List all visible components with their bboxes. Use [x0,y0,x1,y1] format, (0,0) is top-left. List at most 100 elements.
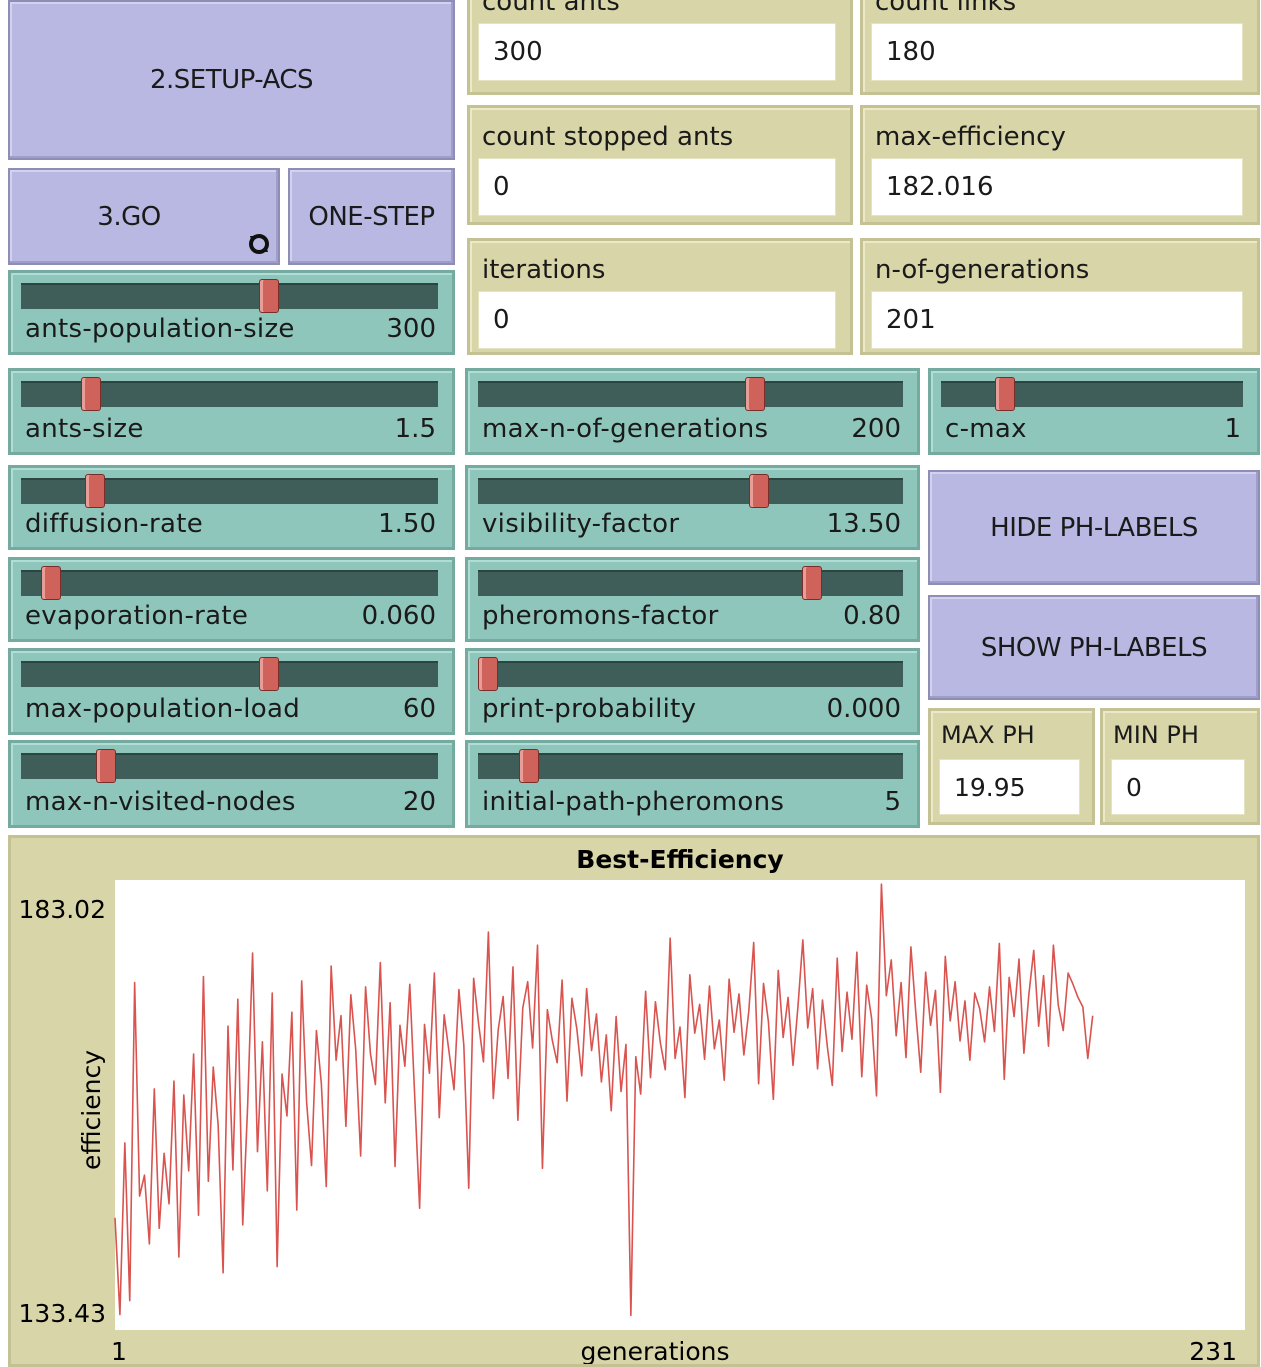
monitor-value: 180 [871,23,1243,81]
x-tick-label: 231 [1189,1337,1237,1364]
slider[interactable]: evaporation-rate 0.060 [8,557,455,642]
monitor-label: n-of-generations [875,255,1089,285]
slider-handle[interactable] [802,566,822,600]
slider-track[interactable] [21,478,438,504]
x-tick-label: 1 [111,1337,127,1364]
button[interactable]: 3.GO [8,168,280,265]
slider-track[interactable] [941,381,1243,407]
netlogo-interface: (() => { const data = JSON.parse(documen… [0,0,1261,1367]
plot: Best-Efficiency generations efficiency 133.… [8,835,1260,1367]
button[interactable]: 2.SETUP-ACS [8,0,455,160]
monitor: n-of-generations 201 [860,238,1260,355]
slider-value: 300 [386,314,436,344]
monitor: MAX PH 19.95 [928,708,1095,825]
monitor-label: count links [875,0,1016,17]
slider-value: 13.50 [827,509,901,539]
slider-track[interactable] [478,661,903,687]
monitor-value: 182.016 [871,158,1243,216]
slider-track[interactable] [478,478,903,504]
y-tick-label: 183.02 [19,895,106,924]
forever-icon [248,233,270,255]
button[interactable]: ONE-STEP [288,168,455,265]
slider[interactable]: diffusion-rate 1.50 [8,465,455,550]
slider[interactable]: visibility-factor 13.50 [465,465,920,550]
slider-label: print-probability [482,694,696,724]
slider[interactable]: pheromons-factor 0.80 [465,557,920,642]
slider-handle[interactable] [96,749,116,783]
slider-handle[interactable] [749,474,769,508]
slider-track[interactable] [21,381,438,407]
y-axis-label: efficiency [77,1050,106,1170]
monitor-label: max-efficiency [875,122,1066,152]
slider-value: 60 [403,694,436,724]
slider-value: 0.80 [843,601,901,631]
monitor-value: 0 [478,291,836,349]
slider-value: 0.000 [827,694,901,724]
slider-value: 1.50 [378,509,436,539]
slider-track[interactable] [21,661,438,687]
monitor-value: 201 [871,291,1243,349]
slider-label: diffusion-rate [25,509,203,539]
slider[interactable]: max-population-load 60 [8,648,455,735]
x-axis-label: generations [581,1337,730,1364]
monitor-value: 0 [478,158,836,216]
slider-label: c-max [945,414,1027,444]
slider[interactable]: print-probability 0.000 [465,648,920,735]
slider-track[interactable] [21,753,438,779]
slider-handle[interactable] [81,377,101,411]
plot-title: Best-Efficiency [576,845,783,874]
monitor-label: MAX PH [941,721,1035,749]
button-label: 2.SETUP-ACS [150,65,313,95]
slider[interactable]: ants-population-size 300 [8,270,455,355]
slider[interactable]: c-max 1 [928,368,1260,455]
slider-track[interactable] [21,283,438,309]
plot-area [115,880,1245,1330]
slider-label: max-n-of-generations [482,414,768,444]
button-label: 3.GO [97,202,160,232]
y-tick-label: 133.43 [19,1299,106,1328]
monitor: count links 180 [860,0,1260,95]
slider-label: ants-population-size [25,314,295,344]
monitor-label: count ants [482,0,620,17]
monitor: max-efficiency 182.016 [860,105,1260,225]
slider-label: max-population-load [25,694,300,724]
slider-handle[interactable] [745,377,765,411]
button[interactable]: HIDE PH-LABELS [928,470,1260,585]
slider-handle[interactable] [85,474,105,508]
slider-value: 0.060 [362,601,436,631]
monitor-value: 0 [1111,759,1245,815]
slider-value: 5 [884,787,901,817]
slider-track[interactable] [478,381,903,407]
slider-label: pheromons-factor [482,601,719,631]
slider-value: 20 [403,787,436,817]
plot-canvas: Best-Efficiency generations efficiency 133.… [11,838,1257,1364]
monitor: iterations 0 [467,238,853,355]
slider-handle[interactable] [519,749,539,783]
monitor: count ants 300 [467,0,853,95]
slider-handle[interactable] [259,657,279,691]
monitor-label: iterations [482,255,605,285]
slider-track[interactable] [478,570,903,596]
slider-value: 200 [851,414,901,444]
button-label: HIDE PH-LABELS [990,513,1198,543]
button[interactable]: SHOW PH-LABELS [928,595,1260,700]
slider-handle[interactable] [41,566,61,600]
slider-handle[interactable] [995,377,1015,411]
monitor-value: 19.95 [939,759,1080,815]
slider-handle[interactable] [478,657,498,691]
button-label: ONE-STEP [308,202,434,232]
slider-track[interactable] [21,570,438,596]
slider[interactable]: max-n-of-generations 200 [465,368,920,455]
slider-label: visibility-factor [482,509,679,539]
slider-label: evaporation-rate [25,601,248,631]
monitor-label: count stopped ants [482,122,733,152]
monitor-value: 300 [478,23,836,81]
slider-value: 1 [1224,414,1241,444]
slider-track[interactable] [478,753,903,779]
slider-handle[interactable] [259,279,279,313]
slider-value: 1.5 [395,414,436,444]
